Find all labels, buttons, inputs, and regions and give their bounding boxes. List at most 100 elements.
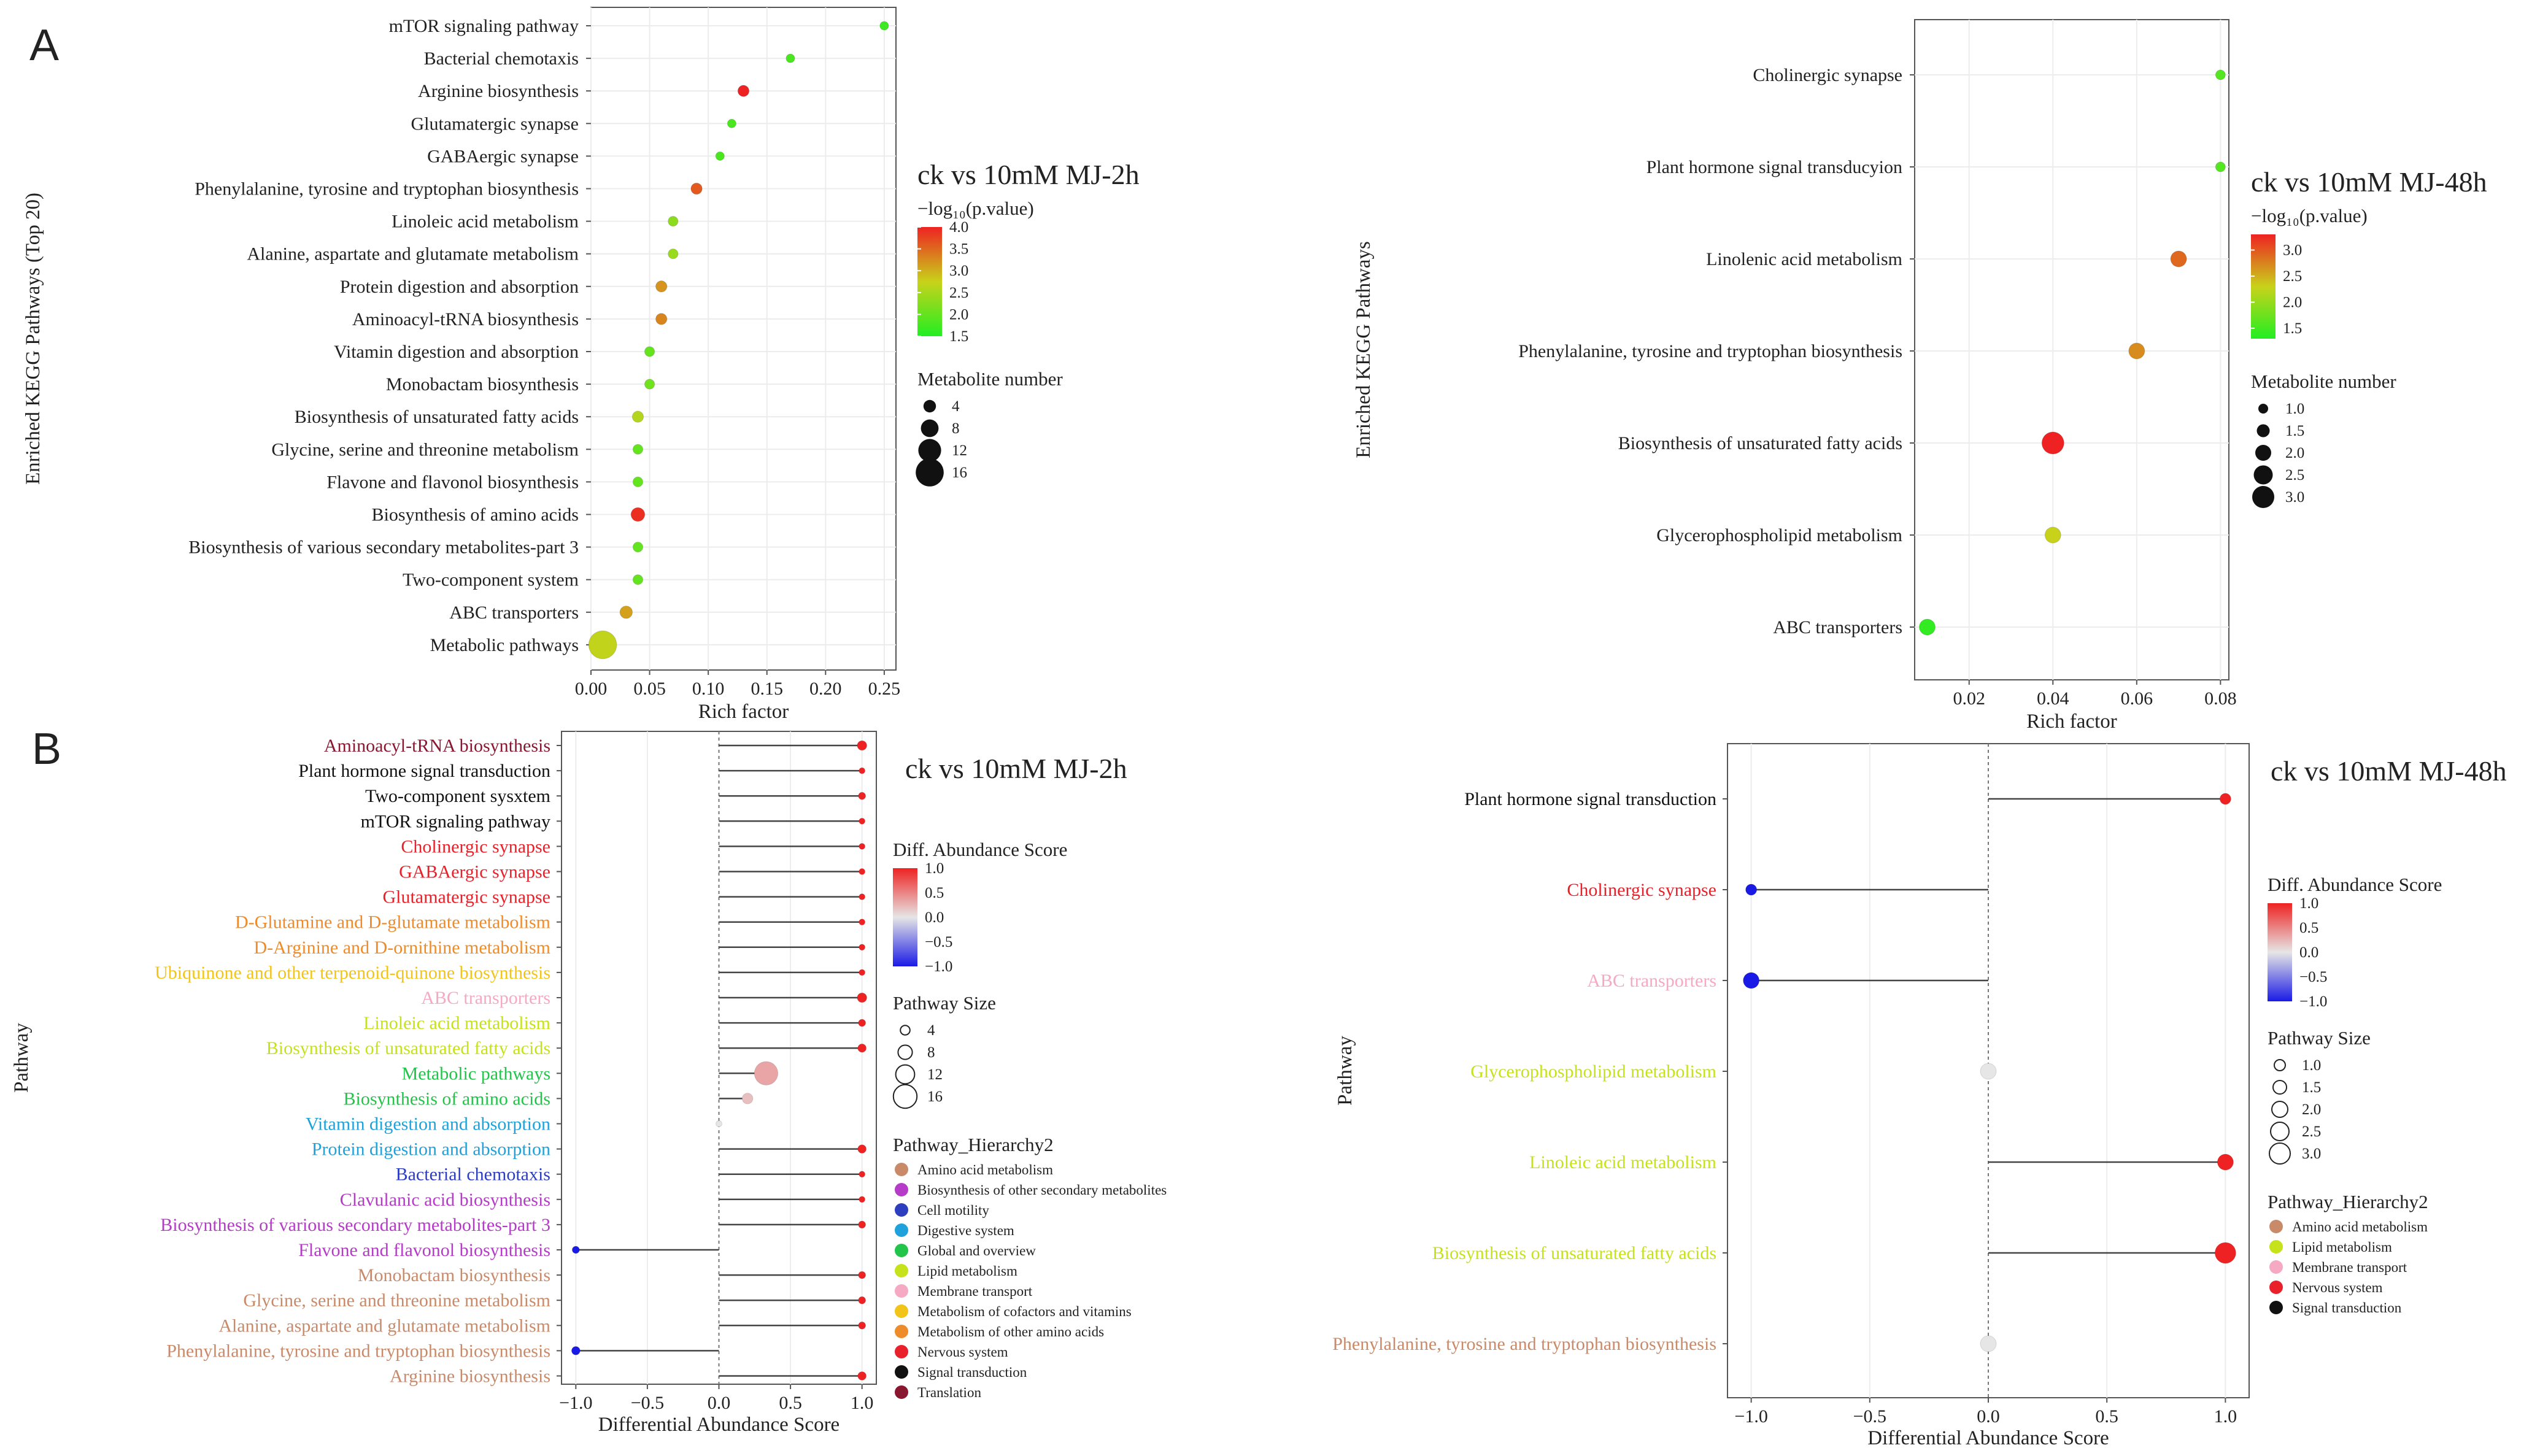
size-legend-dot	[923, 399, 936, 413]
color-legend-label: 2.5	[2283, 268, 2302, 285]
hierarchy-legend-label: Amino acid metabolism	[2292, 1219, 2428, 1235]
color-legend-label: 2.0	[949, 306, 968, 323]
pathway-label: GABAergic synapse	[427, 146, 579, 166]
pathway-label: Protein digestion and absorption	[340, 277, 579, 297]
x-tick-label: −1.0	[1734, 1406, 1767, 1427]
hierarchy-legend-dot	[2269, 1220, 2283, 1233]
size-legend-label: 2.5	[2302, 1123, 2321, 1140]
pathway-label: Cholinergic synapse	[401, 836, 550, 857]
lollipop-dot	[859, 767, 866, 774]
size-legend-label: 8	[952, 420, 960, 437]
lollipop-dot	[858, 1296, 867, 1304]
size-legend-dot	[2253, 465, 2273, 485]
x-tick-label: 0.10	[692, 679, 725, 699]
pathway-label: Biosynthesis of amino acids	[372, 505, 579, 525]
hierarchy-legend-label: Biosynthesis of other secondary metaboli…	[917, 1182, 1167, 1198]
color-legend-label: 1.0	[2299, 895, 2318, 912]
lollipop-dot	[859, 817, 866, 825]
data-point	[632, 542, 644, 553]
y-axis-title: Enriched KEGG Pathways	[1353, 241, 1375, 458]
x-tick-label: 0.5	[779, 1393, 802, 1413]
size-legend-circle	[2270, 1122, 2290, 1141]
size-legend-circle	[2274, 1059, 2286, 1071]
size-legend-title: Metabolite number	[917, 368, 1063, 390]
size-legend-circle	[892, 1084, 918, 1109]
pathway-label: mTOR signaling pathway	[389, 16, 579, 36]
data-point	[632, 444, 644, 455]
x-axis-title: Rich factor	[698, 701, 789, 723]
pathway-label: ABC transporters	[1587, 971, 1716, 991]
hierarchy-legend-dot	[895, 1284, 908, 1298]
data-point	[2044, 526, 2061, 544]
lollipop-dot	[859, 919, 866, 926]
data-point	[2128, 342, 2145, 360]
data-point	[631, 410, 644, 423]
x-tick-label: 0.0	[708, 1393, 731, 1413]
lollipop-dot	[858, 1321, 867, 1330]
lollipop-dot	[859, 1196, 866, 1203]
color-bar	[893, 868, 917, 966]
pathway-label: Clavulanic acid biosynthesis	[340, 1190, 550, 1210]
pathway-label: GABAergic synapse	[399, 862, 550, 882]
lollipop-dot	[859, 868, 866, 875]
pathway-label: Flavone and flavonol biosynthesis	[298, 1240, 550, 1260]
size-legend-title: Pathway Size	[2268, 1027, 2371, 1049]
pathway-label: Glycerophospholipid metabolism	[1470, 1061, 1716, 1082]
hierarchy-legend-label: Metabolism of other amino acids	[917, 1324, 1104, 1339]
hierarchy-legend-label: Digestive system	[917, 1223, 1014, 1238]
color-legend-label: 1.5	[2283, 320, 2302, 337]
x-tick-label: 0.15	[751, 679, 783, 699]
hierarchy-legend-label: Nervous system	[917, 1344, 1008, 1360]
pathway-label: Phenylalanine, tyrosine and tryptophan b…	[166, 1341, 550, 1361]
hierarchy-legend-dot	[895, 1345, 908, 1358]
x-tick-label: 0.08	[2204, 688, 2237, 709]
data-point	[2215, 69, 2226, 80]
panel-a-right-rich-factor-plot: Cholinergic synapse Plant hormone signal …	[1353, 19, 2487, 733]
size-legend-label: 2.0	[2302, 1101, 2321, 1118]
color-legend-label: −1.0	[2299, 993, 2327, 1010]
size-legend-title: Pathway Size	[893, 992, 996, 1014]
size-legend-dot	[2256, 424, 2270, 437]
x-axis-title: Differential Abundance Score	[598, 1414, 840, 1436]
x-tick-label: 0.04	[2037, 688, 2069, 709]
plot-area	[590, 7, 897, 671]
hierarchy-legend-dot	[895, 1385, 908, 1399]
hierarchy-legend-label: Signal transduction	[2292, 1300, 2402, 1315]
hierarchy-legend-label: Global and overview	[917, 1243, 1036, 1258]
size-legend-label: 12	[927, 1066, 943, 1083]
pathway-label: Glycerophospholipid metabolism	[1656, 525, 1902, 545]
size-legend-dot	[2258, 404, 2268, 414]
lollipop-dot	[858, 792, 867, 800]
plot-area	[1914, 19, 2229, 680]
pathway-label: Linoleic acid metabolism	[392, 212, 579, 232]
size-legend-label: 1.0	[2302, 1057, 2321, 1074]
x-tick-label: 0.06	[2121, 688, 2153, 709]
color-legend-label: 3.5	[949, 241, 968, 258]
lollipop-dot	[857, 1043, 867, 1053]
pathway-label: Aminoacyl-tRNA biosynthesis	[324, 736, 550, 756]
x-axis-title: Rich factor	[2026, 711, 2117, 733]
size-legend-circle	[2271, 1101, 2288, 1118]
data-point	[644, 379, 655, 390]
pathway-label: ABC transporters	[421, 988, 550, 1008]
size-legend-circle	[895, 1064, 916, 1085]
color-legend-label: 1.0	[925, 860, 944, 877]
size-legend-dot	[921, 419, 939, 437]
pathway-label: Metabolic pathways	[402, 1063, 550, 1084]
lollipop-dot	[857, 740, 867, 751]
lollipop-dot	[859, 893, 866, 901]
data-point	[2170, 250, 2187, 268]
pathway-label: mTOR signaling pathway	[361, 811, 550, 831]
pathway-label: Protein digestion and absorption	[312, 1139, 550, 1160]
chart-title: ck vs 10mM MJ-48h	[2251, 166, 2487, 198]
lollipop-dot	[741, 1093, 754, 1104]
pathway-label: D-Glutamine and D-glutamate metabolism	[235, 912, 550, 933]
lollipop-dot	[859, 944, 866, 951]
color-legend-label: 1.5	[949, 328, 968, 345]
hierarchy-legend-dot	[895, 1325, 908, 1338]
x-tick-label: 1.0	[2214, 1406, 2237, 1427]
panel-b-right-lollipop-plot: Plant hormone signal transduction Choline…	[1332, 743, 2507, 1449]
hierarchy-legend-dot	[2269, 1260, 2283, 1274]
pathway-label: Ubiquinone and other terpenoid-quinone b…	[155, 963, 550, 983]
chart-title: ck vs 10mM MJ-2h	[905, 753, 1127, 784]
